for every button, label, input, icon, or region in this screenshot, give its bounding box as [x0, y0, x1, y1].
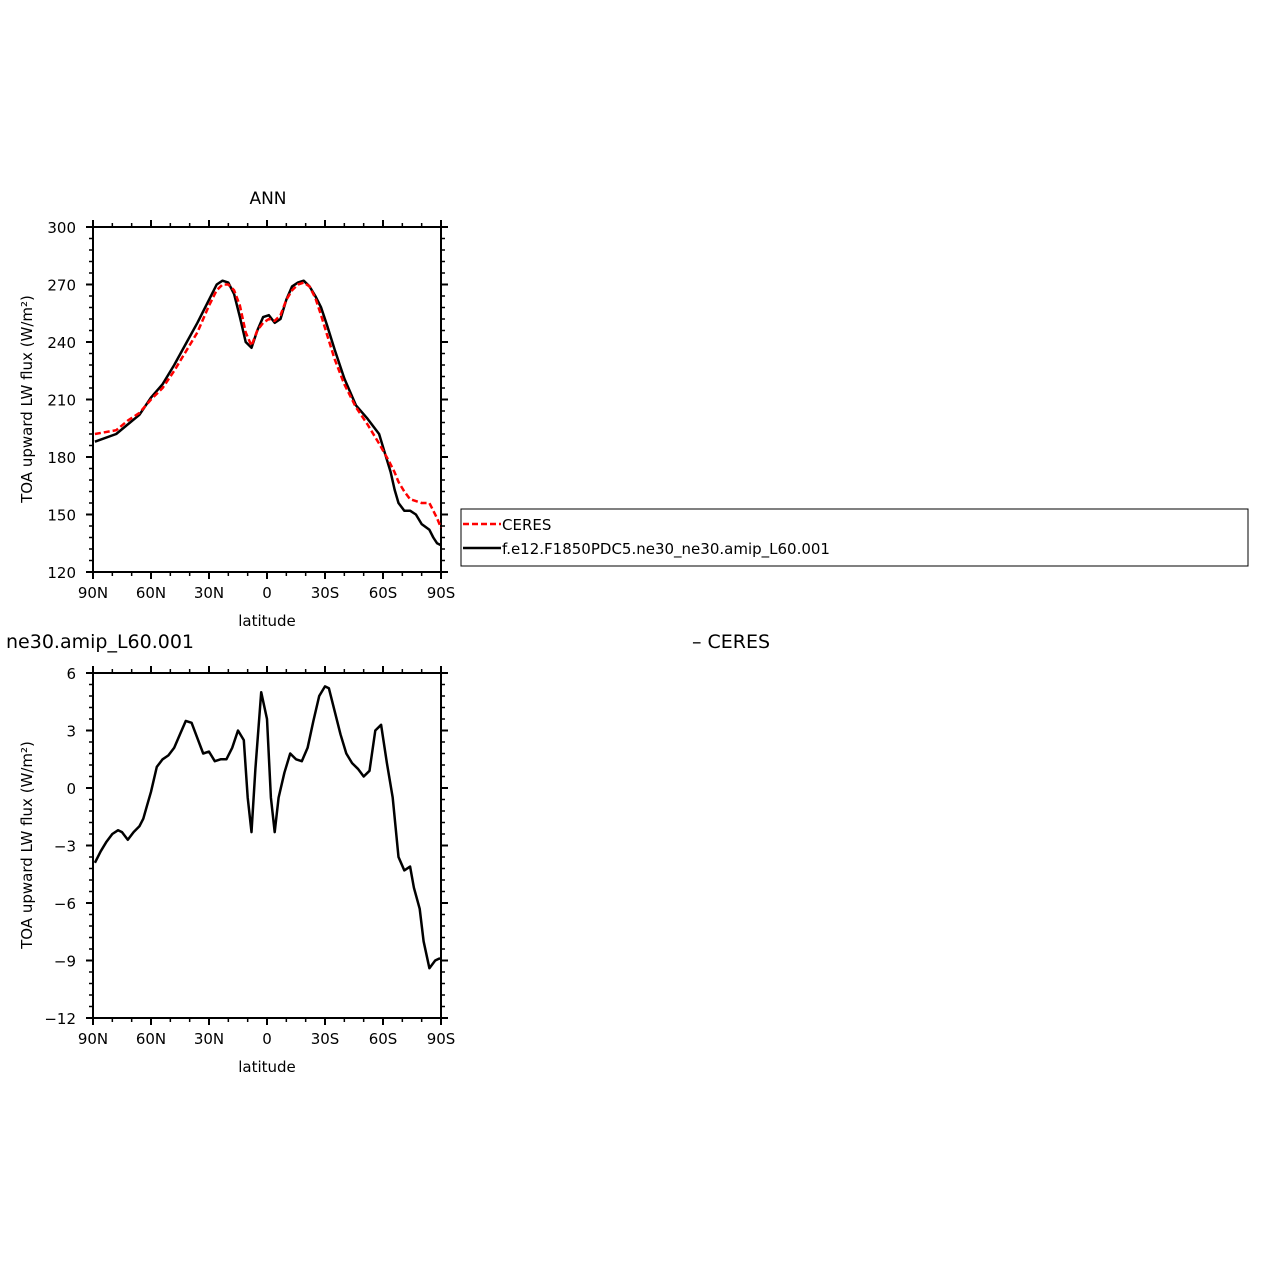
x-tick-label: 0: [262, 584, 272, 602]
x-tick-label: 60N: [136, 584, 166, 602]
y-tick-label: −9: [54, 953, 76, 971]
y-tick-label: 240: [47, 334, 76, 352]
x-tick-label: 30N: [194, 584, 224, 602]
bottom-series-lines: [93, 685, 441, 970]
x-tick-label: 60S: [369, 584, 398, 602]
y-tick-label: 300: [47, 219, 76, 237]
legend-box: [460, 508, 1249, 567]
top-series-lines: [94, 279, 443, 547]
series-line-0: [94, 281, 443, 529]
bottom-chart-title-right: – CERES: [692, 631, 770, 653]
top-plot-frame: [92, 226, 442, 573]
x-tick-label: 90N: [78, 584, 108, 602]
legend-label-model: f.e12.F1850PDC5.ne30_ne30.amip_L60.001: [502, 540, 830, 559]
bottom-x-axis-label: latitude: [238, 1058, 296, 1076]
series-line-1: [94, 279, 442, 547]
y-tick-label: −3: [54, 838, 76, 856]
x-tick-label: 30S: [311, 1030, 340, 1048]
y-tick-label: 180: [47, 449, 76, 467]
y-tick-label: 0: [66, 780, 76, 798]
top-panel: ANN 90N 60N 30N 0 30S 60S 90S 120 150 180 210 240 27…: [18, 189, 455, 630]
top-y-axis-label: TOA upward LW flux (W/m²): [18, 295, 36, 504]
legend-label-ceres: CERES: [502, 516, 551, 534]
legend: CERES f.e12.F1850PDC5.ne30_ne30.amip_L60…: [460, 508, 1249, 567]
y-tick-label: 150: [47, 507, 76, 525]
y-tick-label: 210: [47, 392, 76, 410]
y-tick-label: 6: [66, 665, 76, 683]
bottom-panel: ne30.amip_L60.001 – CERES 90N 60N 30N 0 30S 6…: [6, 631, 770, 1076]
x-tick-label: 90N: [78, 1030, 108, 1048]
y-tick-label: 3: [66, 723, 76, 741]
x-tick-label: 60N: [136, 1030, 166, 1048]
x-tick-label: 90S: [427, 1030, 456, 1048]
y-tick-label: −12: [44, 1010, 76, 1028]
bottom-y-axis-label: TOA upward LW flux (W/m²): [18, 741, 36, 950]
y-tick-label: −6: [54, 895, 76, 913]
series-line-0: [93, 685, 441, 970]
top-x-axis-label: latitude: [238, 612, 296, 630]
x-tick-label: 30N: [194, 1030, 224, 1048]
x-tick-label: 0: [262, 1030, 272, 1048]
top-axis-ticks: 90N 60N 30N 0 30S 60S 90S 120 150 180 210 240 270 300: [47, 219, 455, 602]
y-tick-label: 270: [47, 277, 76, 295]
y-tick-label: 120: [47, 564, 76, 582]
x-tick-label: 30S: [311, 584, 340, 602]
top-chart-title: ANN: [249, 189, 286, 209]
bottom-chart-title-left: ne30.amip_L60.001: [6, 631, 194, 653]
x-tick-label: 90S: [427, 584, 456, 602]
x-tick-label: 60S: [369, 1030, 398, 1048]
bottom-axis-ticks: 90N 60N 30N 0 30S 60S 90S −12 −9 −6 −3 0 3 6: [44, 665, 455, 1048]
